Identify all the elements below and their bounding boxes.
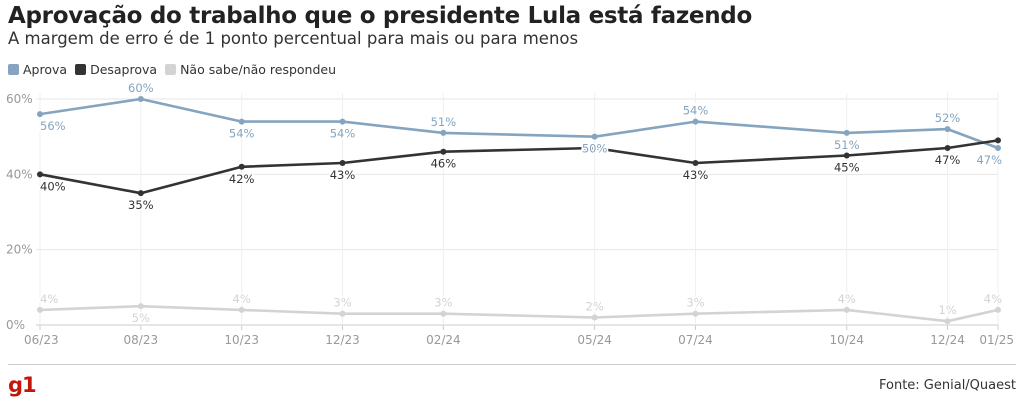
data-point-nao-sabe — [995, 306, 1001, 313]
data-point-nao-sabe — [843, 306, 850, 313]
data-point-desaprova — [692, 160, 699, 167]
y-tick-label: 60% — [6, 92, 33, 106]
legend-item-aprova: Aprova — [8, 62, 67, 77]
data-point-aprova — [137, 96, 144, 102]
data-point-nao-sabe — [339, 310, 346, 317]
legend-label-aprova: Aprova — [23, 62, 68, 77]
data-label-nao-sabe: 3% — [434, 296, 452, 310]
data-point-desaprova — [843, 152, 850, 159]
data-label-nao-sabe: 4% — [233, 292, 251, 306]
data-label-desaprova: 40% — [40, 179, 66, 193]
data-point-nao-sabe — [944, 318, 951, 325]
series-line-nao-sabe — [38, 304, 1000, 323]
data-point-aprova — [944, 126, 951, 133]
data-point-aprova — [339, 118, 346, 125]
data-label-aprova: 56% — [40, 119, 66, 133]
data-point-aprova — [692, 118, 699, 125]
x-tick-label: 12/23 — [325, 333, 360, 347]
legend-swatch-nao-sabe — [165, 64, 177, 75]
data-label-aprova: 52% — [935, 111, 961, 125]
data-label-desaprova: 47% — [935, 153, 961, 167]
chart-subtitle: A margem de erro é de 1 ponto percentual… — [8, 29, 579, 48]
y-tick-label: 40% — [6, 167, 33, 181]
x-tick-label: 12/24 — [930, 333, 965, 347]
data-label-aprova: 54% — [683, 104, 709, 118]
chart-title: Aprovação do trabalho que o presidente L… — [8, 3, 752, 29]
footer-divider — [8, 364, 1016, 365]
data-point-nao-sabe — [591, 314, 598, 321]
data-point-aprova — [238, 118, 245, 125]
data-point-aprova — [995, 144, 1001, 151]
data-point-nao-sabe — [692, 310, 699, 317]
x-tick-label: 01/25 — [979, 333, 1014, 347]
data-label-nao-sabe: 4% — [838, 292, 856, 306]
data-label-aprova: 47% — [976, 153, 1002, 167]
data-point-aprova — [843, 129, 850, 136]
x-tick-label: 10/23 — [224, 333, 259, 347]
data-label-nao-sabe: 3% — [333, 296, 351, 310]
data-point-aprova — [440, 129, 447, 136]
data-label-nao-sabe: 5% — [132, 311, 150, 325]
data-label-aprova: 54% — [330, 127, 356, 141]
data-point-desaprova — [440, 148, 447, 155]
data-point-nao-sabe — [37, 306, 43, 313]
y-tick-label: 0% — [6, 318, 25, 332]
data-point-desaprova — [944, 144, 951, 151]
legend-label-desaprova: Desaprova — [90, 62, 158, 77]
legend-item-desaprova: Desaprova — [75, 62, 157, 77]
data-label-aprova: 54% — [229, 127, 255, 141]
legend: Aprova Desaprova Não sabe/não respondeu — [8, 62, 344, 77]
source-note: Fonte: Genial/Quaest — [878, 378, 1016, 393]
series-line-desaprova — [38, 139, 1000, 195]
x-tick-label: 07/24 — [678, 333, 713, 347]
legend-item-nao-sabe: Não sabe/não respondeu — [165, 62, 336, 77]
data-label-nao-sabe: 4% — [40, 292, 58, 306]
data-label-desaprova: 45% — [834, 161, 860, 175]
x-tick-label: 08/23 — [124, 333, 159, 347]
data-label-nao-sabe: 4% — [984, 292, 1002, 306]
legend-swatch-aprova — [8, 64, 19, 75]
data-point-desaprova — [995, 137, 1001, 144]
data-point-desaprova — [137, 190, 144, 197]
x-tick-label: 06/23 — [24, 333, 59, 347]
data-point-nao-sabe — [238, 306, 245, 313]
data-point-desaprova — [238, 163, 245, 170]
data-point-aprova — [591, 133, 598, 140]
y-tick-label: 20% — [6, 243, 33, 257]
data-label-aprova: 51% — [834, 138, 860, 152]
data-label-aprova: 60% — [128, 81, 154, 95]
legend-label-nao-sabe: Não sabe/não respondeu — [180, 62, 337, 77]
data-label-aprova: 50% — [582, 142, 608, 156]
x-tick-label: 05/24 — [577, 333, 612, 347]
g1-logo: g1 — [8, 373, 37, 397]
data-point-desaprova — [591, 144, 598, 151]
data-point-desaprova — [37, 171, 43, 178]
data-point-nao-sabe — [440, 310, 447, 317]
series-line-aprova — [38, 97, 1000, 150]
data-label-nao-sabe: 1% — [938, 303, 956, 317]
x-tick-label: 10/24 — [829, 333, 864, 347]
data-point-nao-sabe — [137, 303, 144, 310]
x-tick-label: 02/24 — [426, 333, 461, 347]
data-label-nao-sabe: 2% — [586, 299, 604, 313]
data-point-desaprova — [339, 160, 346, 167]
data-label-desaprova: 35% — [128, 198, 154, 212]
data-label-desaprova: 42% — [229, 172, 255, 186]
data-label-desaprova: 46% — [431, 157, 457, 171]
data-label-desaprova: 43% — [683, 168, 709, 182]
data-label-aprova: 51% — [431, 115, 457, 129]
data-point-aprova — [37, 111, 43, 118]
legend-swatch-desaprova — [75, 64, 87, 75]
data-label-desaprova: 43% — [330, 168, 356, 182]
data-label-nao-sabe: 3% — [686, 296, 704, 310]
